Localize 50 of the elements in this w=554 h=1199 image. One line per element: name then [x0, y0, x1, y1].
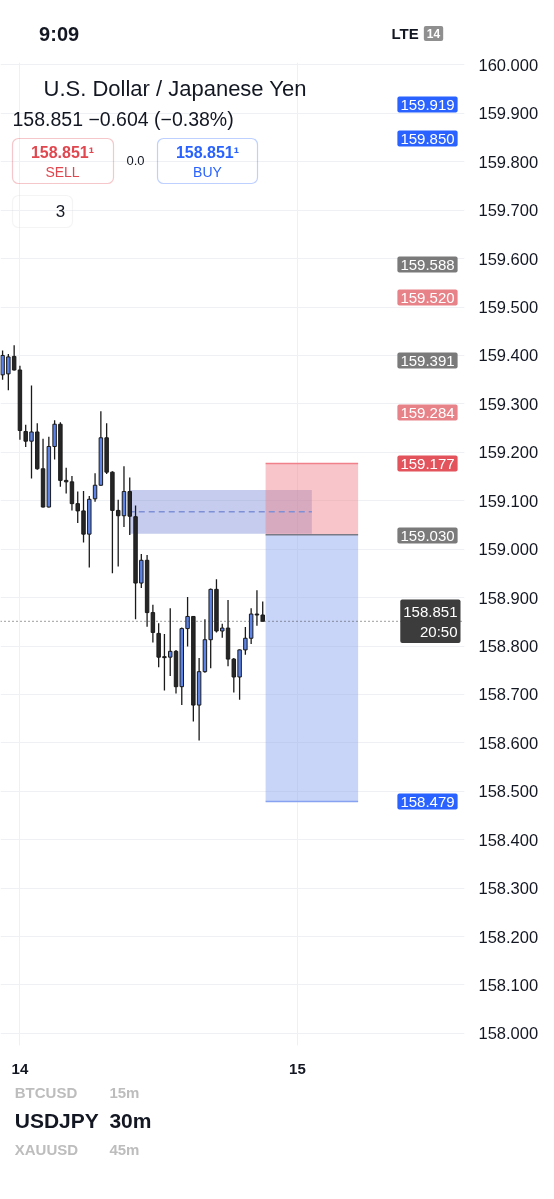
annotation: 159.520 — [400, 288, 455, 306]
y-tick-label: 158.200 — [478, 927, 539, 946]
annotation: 0.0 — [126, 153, 145, 168]
y-tick-label: 159.100 — [478, 491, 539, 510]
text: 9:09 — [39, 22, 80, 45]
y-tick-label: 158.300 — [478, 879, 539, 898]
text: U.S. Dollar / Japanese Yen — [43, 76, 307, 101]
y-tick-label: 159.000 — [478, 540, 539, 559]
text: USDJPY — [14, 1109, 99, 1132]
y-tick-label: 158.500 — [478, 782, 539, 801]
y-tick-label: 159.700 — [478, 201, 539, 220]
y-tick-label: 159.900 — [478, 104, 539, 123]
annotation: 159.391 — [400, 351, 455, 369]
annotation: 159.588 — [400, 255, 455, 273]
y-tick-label: 158.800 — [478, 637, 539, 655]
text: LTE — [391, 25, 419, 42]
y-tick-label: 159.300 — [478, 394, 539, 413]
annotation: 159.919 — [400, 95, 455, 113]
annotation: SELL — [45, 163, 80, 180]
annotation: BUY — [193, 163, 223, 180]
y-tick-label: 159.500 — [478, 298, 539, 317]
y-tick-label: 159.800 — [478, 152, 539, 171]
ref-line-label: 158.851 20:50 — [403, 602, 458, 641]
text: 15m — [109, 1084, 140, 1101]
text: 14 — [426, 27, 441, 41]
annotation: 159.177 — [400, 454, 455, 472]
text: BTCUSD — [14, 1084, 78, 1101]
y-tick-label: 158.700 — [478, 685, 539, 704]
annotation: 159.284 — [400, 403, 455, 421]
annotation: 158.479 — [400, 792, 455, 810]
text: XAUUSD — [14, 1141, 79, 1158]
text: 45m — [109, 1141, 140, 1158]
annotation: 159.850 — [400, 129, 455, 147]
x-tick-label: 15 — [289, 1059, 306, 1077]
y-tick-label: 160.000 — [478, 55, 539, 74]
annotation: 158.851¹ — [175, 144, 240, 161]
y-tick-label: 158.000 — [478, 1024, 539, 1043]
y-tick-label: 159.600 — [478, 249, 539, 268]
y-tick-label: 158.100 — [478, 975, 539, 994]
annotation: 3 — [55, 201, 66, 221]
y-tick-label: 158.900 — [478, 588, 539, 607]
y-tick-label: 159.200 — [478, 443, 539, 462]
y-tick-label: 159.400 — [478, 346, 539, 365]
y-tick-label: 158.600 — [478, 733, 539, 752]
candlestick — [150, 604, 156, 644]
text: 158.851 −0.604 (−0.38%) — [12, 107, 234, 130]
text: 30m — [109, 1109, 152, 1132]
annotation: 158.851¹ — [30, 144, 95, 161]
y-tick-label: 158.400 — [478, 830, 539, 849]
annotation: 159.030 — [400, 526, 455, 544]
